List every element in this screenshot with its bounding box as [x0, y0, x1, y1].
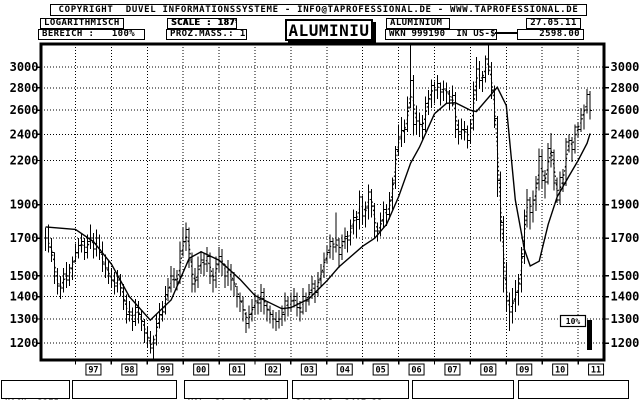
- x-year-box: [193, 363, 210, 376]
- last-price-box: 2598.00: [517, 29, 584, 40]
- y-axis-label-right: 1900: [611, 198, 640, 212]
- x-year-label: 07: [447, 366, 457, 376]
- x-year-label: 11: [591, 366, 601, 376]
- x-year-label: 99: [160, 366, 170, 376]
- x-year-box: [264, 363, 281, 376]
- x-year-label: 08: [483, 366, 493, 376]
- y-axis-label-left: 2800: [10, 81, 39, 95]
- x-year-label: 10: [555, 366, 565, 376]
- x-year-box: [336, 363, 353, 376]
- plot-frame: [39, 42, 606, 362]
- x-year-label: 97: [88, 366, 98, 376]
- percent-legend-label: 10%: [566, 317, 581, 326]
- y-axis-label-right: 2800: [611, 81, 640, 95]
- y-axis-label-right: 1400: [611, 290, 640, 304]
- x-year-box: [444, 363, 461, 376]
- empty-status-box-1: [412, 380, 514, 399]
- date-box: 27.05.11: [526, 18, 581, 29]
- x-year-box: [516, 363, 533, 376]
- empty-status-box-2: [518, 380, 629, 399]
- percent-scale-bar: [587, 320, 592, 350]
- y-axis-label-right: 1500: [611, 269, 640, 283]
- y-axis-label-right: 2600: [611, 103, 640, 117]
- instrument-name-box: ALUMINIUM: [386, 18, 450, 29]
- x-year-box: [372, 363, 389, 376]
- x-year-box: [229, 363, 246, 376]
- y-axis-label-left: 2400: [10, 127, 39, 141]
- y-axis-label-right: 2200: [611, 153, 640, 167]
- x-year-box: [588, 363, 605, 376]
- instrument-title-box: ALUMINIU: [285, 19, 373, 41]
- wkn-box: WKN 999190 IN US-$: [385, 29, 497, 40]
- x-year-label: 98: [124, 366, 134, 376]
- range-box: BEREICH : 100%: [38, 29, 145, 40]
- x-year-box: [85, 363, 102, 376]
- x-year-label: 00: [196, 366, 206, 376]
- price-bars: [45, 45, 593, 359]
- y-axis-label-left: 1700: [10, 231, 39, 245]
- y-axis-label-left: 1300: [10, 312, 39, 326]
- y-axis-label-left: 1200: [10, 336, 39, 350]
- y-axis-label-right: 2400: [611, 127, 640, 141]
- x-year-label: 09: [519, 366, 529, 376]
- header-divider-line: [495, 32, 517, 34]
- y-axis-label-right: 1200: [611, 336, 640, 350]
- y-axis-label-left: 2200: [10, 153, 39, 167]
- scale-mode-box: LOGARITHMISCH: [40, 18, 124, 29]
- x-year-label: 04: [340, 366, 350, 376]
- percent-legend-box: [559, 314, 587, 328]
- y-axis-label-right: 3000: [611, 60, 640, 74]
- x-year-box: [157, 363, 174, 376]
- copyright-bar: COPYRIGHT DÜVEL INFORMATIONSSYSTEME - IN…: [50, 4, 587, 16]
- y-axis-label-left: 3000: [10, 60, 39, 74]
- y-axis-label-right: 1300: [611, 312, 640, 326]
- x-year-label: 02: [268, 366, 278, 376]
- scale-box: SCALE : 187%: [167, 18, 237, 29]
- x-year-box: [121, 363, 138, 376]
- x-year-label: 03: [304, 366, 314, 376]
- x-year-label: 01: [232, 366, 242, 376]
- x-year-box: [480, 363, 497, 376]
- y-axis-label-left: 1400: [10, 290, 39, 304]
- x-year-box: [408, 363, 425, 376]
- x-year-label: 05: [376, 366, 386, 376]
- x-year-label: 06: [411, 366, 421, 376]
- y-axis-label-right: 1700: [611, 231, 640, 245]
- y-axis-label-left: 1500: [10, 269, 39, 283]
- tolerance-box: TOLERANZ: 187%: [72, 380, 177, 399]
- moving-average-box: 200-GLD: 2407.23 38-GLD: 2624.27: [292, 380, 409, 400]
- percent-scale-box: PROZ.MASS.: 10%: [166, 29, 247, 40]
- ma38-line: [48, 61, 591, 347]
- x-year-box: [552, 363, 569, 376]
- y-axis-label-left: 1900: [10, 198, 39, 212]
- x-year-box: [300, 363, 317, 376]
- y-axis-label-left: 2600: [10, 103, 39, 117]
